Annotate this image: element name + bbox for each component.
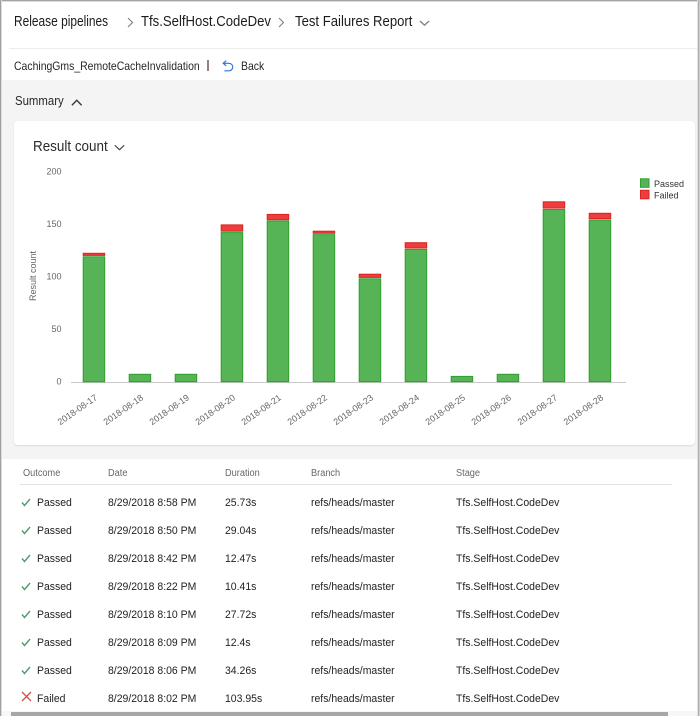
svg-text:2018-08-20: 2018-08-20: [194, 392, 237, 427]
svg-text:2018-08-25: 2018-08-25: [424, 392, 467, 427]
svg-text:2018-08-22: 2018-08-22: [286, 392, 329, 427]
svg-text:100: 100: [46, 272, 61, 282]
svg-text:2018-08-24: 2018-08-24: [378, 392, 421, 427]
svg-text:50: 50: [51, 324, 61, 334]
svg-text:2018-08-27: 2018-08-27: [516, 392, 559, 427]
svg-text:200: 200: [46, 167, 61, 177]
svg-text:2018-08-19: 2018-08-19: [148, 392, 191, 427]
svg-text:0: 0: [56, 377, 61, 387]
svg-text:Result count: Result count: [28, 250, 38, 301]
svg-text:150: 150: [46, 219, 61, 229]
svg-text:2018-08-28: 2018-08-28: [562, 392, 605, 427]
svg-text:2018-08-23: 2018-08-23: [332, 392, 375, 427]
svg-text:2018-08-18: 2018-08-18: [102, 392, 145, 427]
svg-text:Failed: Failed: [654, 190, 679, 200]
svg-text:2018-08-21: 2018-08-21: [240, 392, 283, 427]
svg-text:2018-08-17: 2018-08-17: [56, 392, 99, 427]
svg-text:Passed: Passed: [654, 179, 684, 189]
svg-text:2018-08-26: 2018-08-26: [470, 392, 513, 427]
